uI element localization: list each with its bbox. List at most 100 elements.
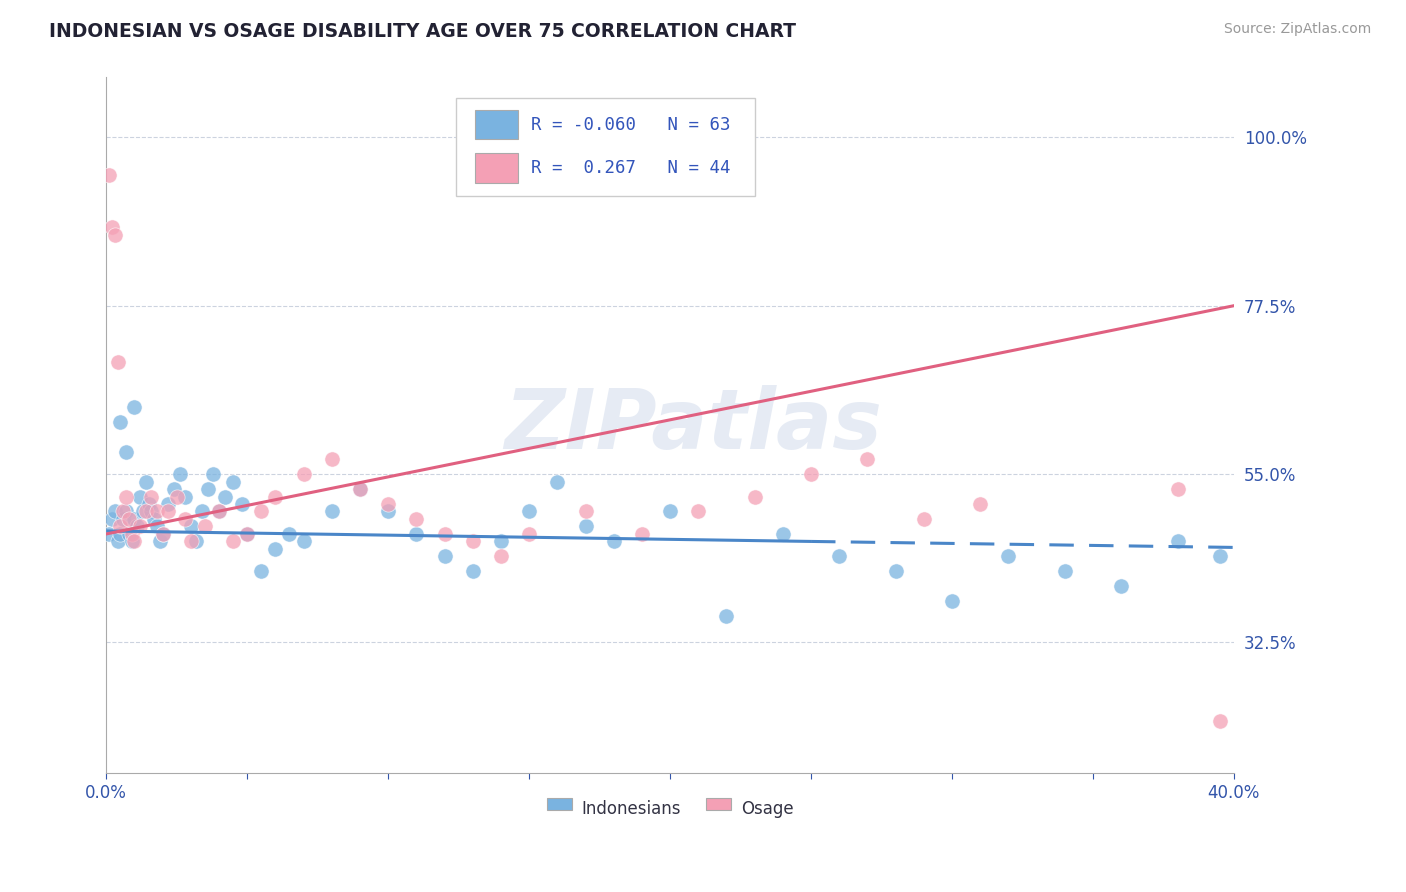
Point	[264, 490, 287, 504]
Point	[152, 527, 174, 541]
Text: ZIPatlas: ZIPatlas	[503, 385, 882, 466]
Point	[222, 475, 245, 489]
Point	[186, 534, 208, 549]
Point	[124, 512, 146, 526]
Point	[461, 534, 484, 549]
Text: R = -0.060   N = 63: R = -0.060 N = 63	[531, 116, 731, 134]
Point	[1209, 714, 1232, 728]
Point	[884, 565, 907, 579]
Point	[143, 512, 166, 526]
Point	[236, 527, 259, 541]
Point	[349, 482, 371, 496]
Point	[110, 415, 132, 429]
Point	[104, 504, 127, 518]
Text: INDONESIAN VS OSAGE DISABILITY AGE OVER 75 CORRELATION CHART: INDONESIAN VS OSAGE DISABILITY AGE OVER …	[49, 22, 796, 41]
Point	[405, 527, 427, 541]
Point	[129, 519, 152, 533]
Point	[163, 482, 186, 496]
Point	[101, 512, 124, 526]
Point	[101, 220, 124, 235]
Point	[104, 227, 127, 242]
Point	[856, 452, 879, 467]
Point	[157, 497, 180, 511]
Point	[941, 594, 963, 608]
Point	[321, 504, 343, 518]
Point	[602, 534, 624, 549]
Point	[146, 519, 169, 533]
Point	[264, 541, 287, 556]
Point	[1167, 534, 1189, 549]
Point	[208, 504, 231, 518]
Point	[321, 452, 343, 467]
Point	[292, 534, 315, 549]
Point	[191, 504, 214, 518]
Point	[800, 467, 823, 481]
Point	[250, 504, 273, 518]
Point	[433, 549, 456, 564]
Point	[110, 519, 132, 533]
Point	[377, 504, 399, 518]
Point	[141, 504, 163, 518]
Point	[574, 504, 596, 518]
Point	[489, 549, 512, 564]
Point	[166, 490, 188, 504]
Point	[377, 497, 399, 511]
Point	[461, 565, 484, 579]
Point	[98, 527, 121, 541]
Point	[152, 527, 174, 541]
Point	[124, 534, 146, 549]
Point	[107, 534, 129, 549]
Point	[997, 549, 1019, 564]
Point	[197, 482, 219, 496]
Point	[98, 168, 121, 182]
Point	[772, 527, 794, 541]
Point	[115, 504, 138, 518]
Point	[214, 490, 236, 504]
Point	[112, 512, 135, 526]
Point	[222, 534, 245, 549]
Point	[688, 504, 710, 518]
Point	[405, 512, 427, 526]
Point	[115, 444, 138, 458]
Point	[202, 467, 225, 481]
Point	[110, 527, 132, 541]
Point	[174, 512, 197, 526]
Point	[141, 490, 163, 504]
Point	[631, 527, 654, 541]
Point	[489, 534, 512, 549]
Point	[969, 497, 991, 511]
Point	[828, 549, 851, 564]
Text: R =  0.267   N = 44: R = 0.267 N = 44	[531, 159, 731, 177]
Point	[118, 527, 141, 541]
Point	[112, 504, 135, 518]
Point	[121, 534, 143, 549]
Point	[517, 527, 540, 541]
Point	[250, 565, 273, 579]
Point	[1209, 549, 1232, 564]
Point	[208, 504, 231, 518]
Point	[115, 490, 138, 504]
Point	[278, 527, 301, 541]
Point	[149, 534, 172, 549]
Point	[180, 534, 202, 549]
Point	[433, 527, 456, 541]
Point	[231, 497, 253, 511]
Point	[194, 519, 217, 533]
Bar	[475, 110, 517, 139]
Point	[146, 504, 169, 518]
Point	[127, 519, 149, 533]
Point	[744, 490, 766, 504]
Point	[292, 467, 315, 481]
Point	[1109, 579, 1132, 593]
FancyBboxPatch shape	[456, 98, 755, 195]
Point	[157, 504, 180, 518]
Point	[135, 504, 157, 518]
Point	[180, 519, 202, 533]
Point	[132, 504, 155, 518]
Point	[174, 490, 197, 504]
Point	[1167, 482, 1189, 496]
Text: Source: ZipAtlas.com: Source: ZipAtlas.com	[1223, 22, 1371, 37]
Point	[349, 482, 371, 496]
Point	[659, 504, 682, 518]
Point	[546, 475, 568, 489]
